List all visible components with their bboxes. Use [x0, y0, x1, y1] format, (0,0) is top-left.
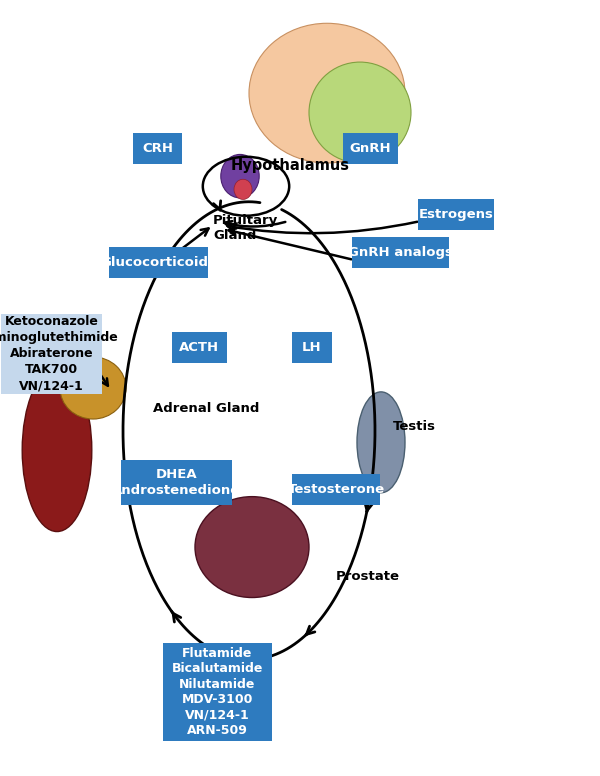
- Text: LH: LH: [302, 341, 322, 354]
- FancyBboxPatch shape: [292, 474, 380, 505]
- FancyBboxPatch shape: [121, 460, 232, 505]
- Text: Ketoconazole
Aminoglutethimide
Abiraterone
TAK700
VN/124-1: Ketoconazole Aminoglutethimide Abiratero…: [0, 315, 118, 393]
- FancyBboxPatch shape: [163, 643, 272, 741]
- FancyBboxPatch shape: [343, 133, 398, 164]
- FancyBboxPatch shape: [1, 314, 102, 394]
- Text: GnRH: GnRH: [350, 142, 391, 154]
- FancyBboxPatch shape: [418, 199, 494, 230]
- Text: Adrenal Gland: Adrenal Gland: [153, 402, 259, 414]
- Ellipse shape: [22, 369, 92, 532]
- Ellipse shape: [221, 154, 259, 198]
- Text: Estrogens: Estrogens: [419, 209, 493, 221]
- Ellipse shape: [60, 357, 126, 419]
- FancyBboxPatch shape: [133, 133, 182, 164]
- Ellipse shape: [195, 497, 309, 598]
- Text: Flutamide
Bicalutamide
Nilutamide
MDV-3100
VN/124-1
ARN-509: Flutamide Bicalutamide Nilutamide MDV-31…: [172, 647, 263, 737]
- FancyBboxPatch shape: [292, 332, 332, 363]
- Text: ACTH: ACTH: [179, 341, 220, 354]
- Text: Testosterone: Testosterone: [287, 483, 385, 496]
- Text: DHEA
Androstenedione: DHEA Androstenedione: [112, 469, 241, 497]
- FancyBboxPatch shape: [172, 332, 227, 363]
- Text: Prostate: Prostate: [336, 570, 400, 583]
- Ellipse shape: [249, 23, 405, 163]
- Text: Pituitary
Gland: Pituitary Gland: [213, 214, 278, 242]
- FancyBboxPatch shape: [109, 247, 208, 278]
- Ellipse shape: [357, 392, 405, 493]
- Text: Glucocorticoids: Glucocorticoids: [100, 256, 217, 268]
- FancyBboxPatch shape: [352, 237, 449, 268]
- Text: GnRH analogs: GnRH analogs: [348, 246, 453, 258]
- Text: CRH: CRH: [142, 142, 173, 154]
- Text: Testis: Testis: [393, 421, 436, 433]
- Ellipse shape: [234, 179, 252, 199]
- Ellipse shape: [309, 62, 411, 163]
- Text: Hypothalamus: Hypothalamus: [231, 158, 350, 173]
